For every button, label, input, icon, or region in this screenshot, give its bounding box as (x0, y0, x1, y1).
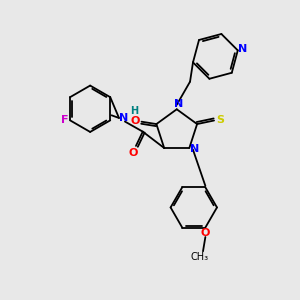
Text: S: S (216, 115, 224, 125)
Text: CH₃: CH₃ (191, 252, 209, 262)
Text: F: F (61, 116, 68, 125)
Text: N: N (238, 44, 248, 54)
Text: N: N (174, 99, 183, 109)
Text: N: N (119, 113, 128, 123)
Text: N: N (190, 145, 199, 154)
Text: O: O (201, 228, 210, 238)
Text: H: H (130, 106, 138, 116)
Text: O: O (128, 148, 138, 158)
Text: O: O (131, 116, 140, 126)
